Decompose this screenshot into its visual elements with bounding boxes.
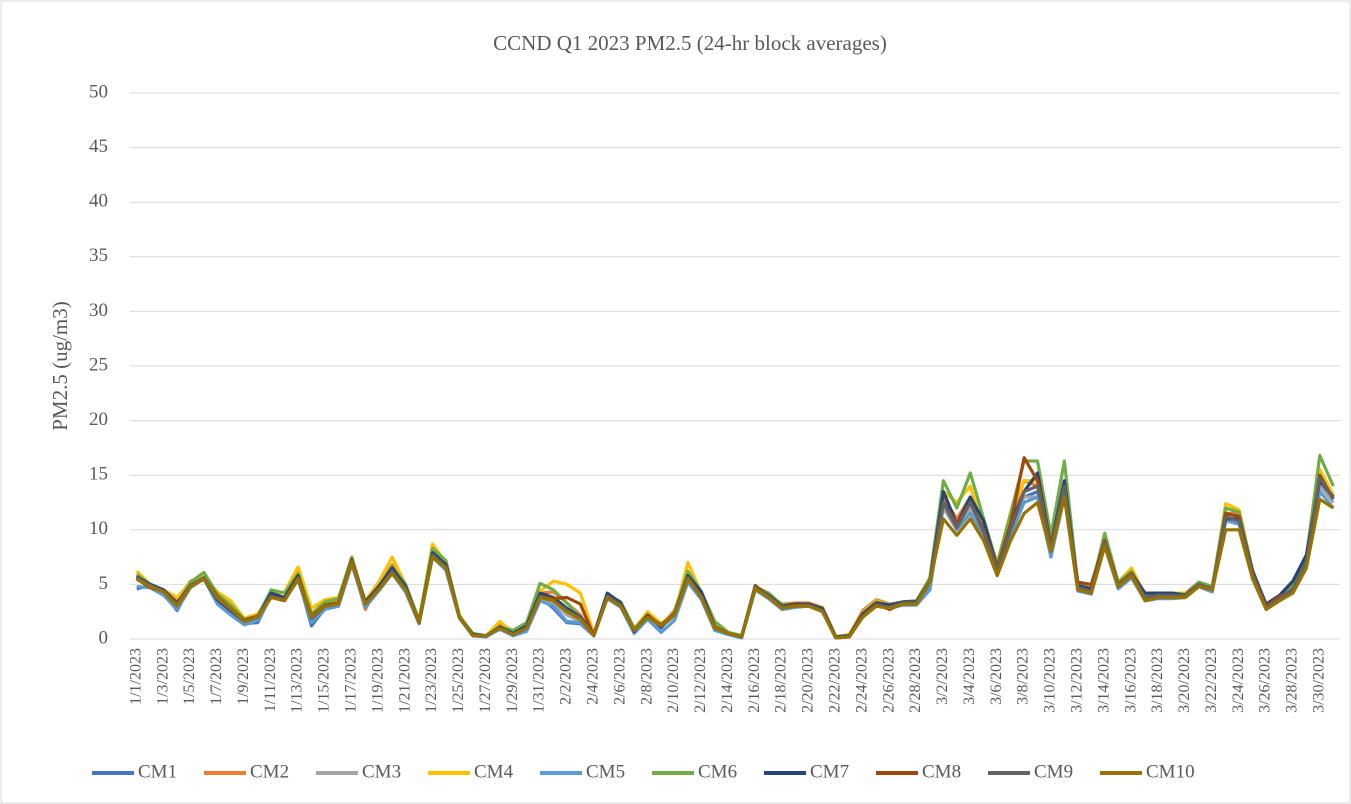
series-line [135, 495, 1335, 640]
x-tick-label: 1/17/2023 [343, 648, 360, 713]
x-tick-label: 2/18/2023 [773, 648, 790, 713]
y-tick-label: 30 [89, 300, 108, 321]
y-axis-label: PM2.5 (ug/m3) [48, 301, 72, 431]
legend-label: CM1 [138, 761, 177, 782]
x-tick-label: 1/7/2023 [208, 648, 225, 705]
legend-label: CM2 [250, 761, 289, 782]
y-tick-label: 45 [89, 136, 108, 157]
chart-title: CCND Q1 2023 PM2.5 (24-hr block averages… [493, 31, 887, 55]
x-tick-label: 2/22/2023 [827, 648, 844, 713]
x-tick-label: 1/31/2023 [531, 648, 548, 713]
x-tick-label: 2/8/2023 [638, 648, 655, 705]
x-tick-label: 2/24/2023 [853, 648, 870, 713]
x-tick-label: 3/10/2023 [1042, 648, 1059, 713]
x-tick-label: 3/12/2023 [1069, 648, 1086, 713]
x-tick-label: 1/1/2023 [127, 648, 144, 705]
y-tick-label: 25 [89, 354, 108, 375]
x-tick-label: 2/6/2023 [611, 648, 628, 705]
x-tick-label: 3/6/2023 [988, 648, 1005, 705]
x-tick-label: 2/4/2023 [585, 648, 602, 705]
y-tick-label: 15 [89, 464, 108, 485]
legend-label: CM8 [922, 761, 961, 782]
x-tick-label: 3/28/2023 [1284, 648, 1301, 713]
legend-label: CM3 [362, 761, 401, 782]
x-tick-label: 3/4/2023 [961, 648, 978, 705]
x-tick-label: 1/25/2023 [450, 648, 467, 713]
y-tick-label: 50 [89, 81, 108, 102]
x-tick-label: 1/9/2023 [235, 648, 252, 705]
y-tick-label: 5 [99, 573, 109, 594]
x-tick-label: 1/11/2023 [262, 648, 279, 712]
x-tick-label: 3/2/2023 [934, 648, 951, 705]
x-tick-label: 1/15/2023 [316, 648, 333, 713]
x-tick-label: 3/20/2023 [1176, 648, 1193, 713]
x-tick-label: 1/23/2023 [423, 648, 440, 713]
legend-label: CM7 [810, 761, 849, 782]
x-tick-label: 2/20/2023 [800, 648, 817, 713]
x-tick-label: 2/28/2023 [907, 648, 924, 713]
legend-label: CM5 [586, 761, 625, 782]
x-tick-label: 2/14/2023 [719, 648, 736, 713]
x-tick-label: 1/5/2023 [181, 648, 198, 705]
x-tick-label: 1/21/2023 [396, 648, 413, 713]
x-tick-label: 2/10/2023 [665, 648, 682, 713]
x-tick-label: 1/13/2023 [289, 648, 306, 713]
y-tick-label: 10 [89, 518, 108, 539]
x-tick-label: 1/19/2023 [369, 648, 386, 713]
y-tick-label: 40 [89, 191, 108, 212]
x-tick-label: 3/22/2023 [1203, 648, 1220, 713]
x-tick-label: 2/12/2023 [692, 648, 709, 713]
x-tick-label: 1/29/2023 [504, 648, 521, 713]
x-tick-label: 3/24/2023 [1230, 648, 1247, 713]
x-tick-label: 1/3/2023 [154, 648, 171, 705]
x-tick-label: 3/8/2023 [1015, 648, 1032, 705]
y-tick-label: 20 [89, 409, 108, 430]
x-tick-label: 3/30/2023 [1311, 648, 1328, 713]
x-tick-label: 3/14/2023 [1095, 648, 1112, 713]
x-tick-label: 3/26/2023 [1257, 648, 1274, 713]
x-tick-label: 1/27/2023 [477, 648, 494, 713]
legend-label: CM6 [698, 761, 737, 782]
x-tick-label: 2/16/2023 [746, 648, 763, 713]
y-tick-label: 0 [99, 627, 109, 648]
legend-label: CM4 [474, 761, 514, 782]
legend-label: CM9 [1034, 761, 1073, 782]
x-tick-label: 3/18/2023 [1149, 648, 1166, 713]
legend-label: CM10 [1146, 761, 1195, 782]
x-tick-label: 3/16/2023 [1122, 648, 1139, 713]
x-tick-label: 2/2/2023 [558, 648, 575, 705]
y-tick-label: 35 [89, 245, 108, 266]
x-tick-label: 2/26/2023 [880, 648, 897, 713]
